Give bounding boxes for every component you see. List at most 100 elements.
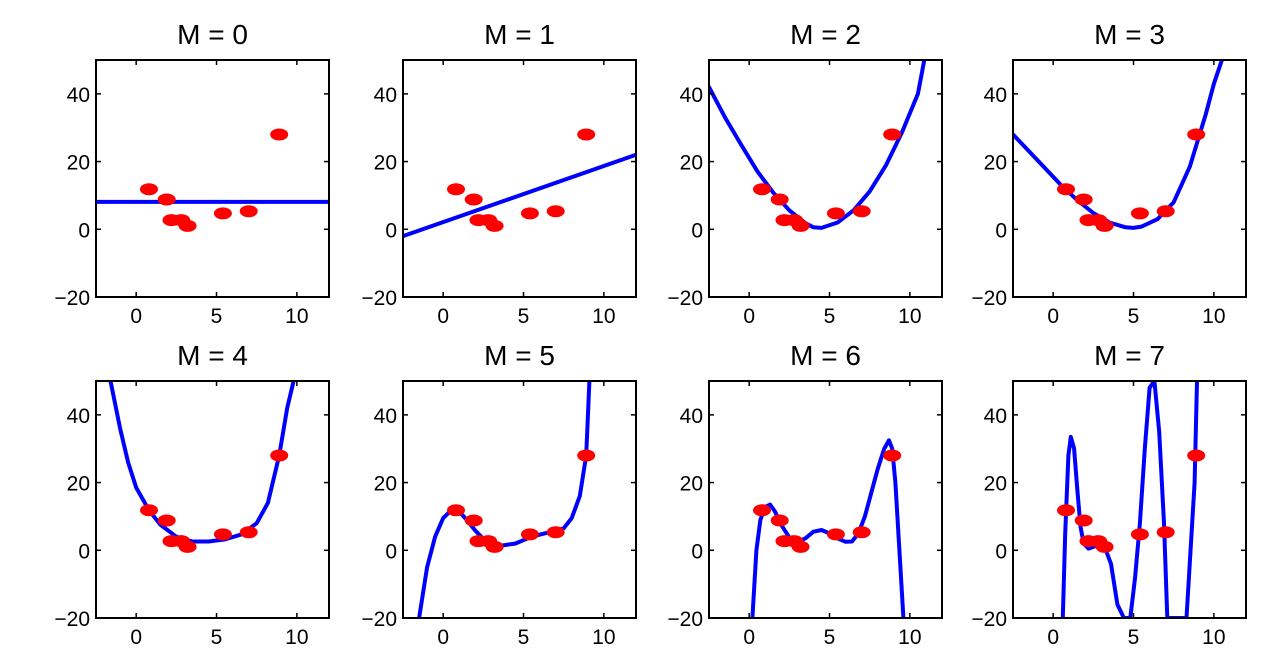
y-tick-label: 40 [984,84,1007,107]
panel-m3: M = 3 0 5 10 −20 0 20 40 [971,19,1247,328]
x-tick-label: 0 [130,305,142,328]
data-point [546,526,565,539]
y-tick-label: 20 [984,152,1007,175]
data-point [178,540,197,553]
data-point [1095,540,1114,553]
data-point [213,207,232,220]
y-tick-label: −20 [361,608,397,631]
y-tick-label: 0 [995,219,1007,242]
data-point [791,219,810,232]
fit-curve [1013,60,1224,230]
panel-m2: M = 2 0 5 10 −20 0 20 40 [667,19,943,328]
x-tick-label: 10 [1202,305,1225,328]
y-tick-label: 0 [995,540,1007,563]
y-tick-label: 0 [691,219,703,242]
y-tick-label: 20 [374,473,397,496]
data-point [852,205,871,218]
y-tick-label: −20 [971,287,1007,310]
data-point [1074,193,1093,206]
fit-curve [403,152,636,239]
x-tick-label: 5 [518,305,530,328]
fit-curve [108,381,296,544]
panel-m0: M = 0 0 5 10 −20 0 20 40 [54,19,330,328]
x-tick-label: 0 [130,626,142,649]
axes-box [708,380,943,619]
y-tick-label: 40 [680,405,703,428]
data-point [239,526,258,539]
data-point [1187,128,1206,141]
data-point [1130,528,1149,541]
y-tick-label: 40 [67,405,90,428]
data-point [770,514,789,527]
x-tick-label: 10 [1202,626,1225,649]
panel-title: M = 0 [177,19,248,50]
data-point [1057,504,1075,517]
y-tick-label: 0 [385,540,397,563]
fit-curve [417,381,592,618]
data-point [546,205,565,218]
panel-title: M = 7 [1094,340,1165,371]
y-tick-label: −20 [54,608,90,631]
x-tick-label: 5 [1128,626,1140,649]
data-point [770,193,789,206]
data-point [140,504,158,517]
y-tick-label: −20 [361,287,397,310]
data-point [1156,205,1175,218]
data-point [270,128,289,141]
axes-box [95,380,330,619]
data-point [1095,219,1114,232]
x-tick-label: 10 [592,305,615,328]
data-point [485,540,504,553]
y-tick-label: 40 [680,84,703,107]
data-point [520,528,539,541]
panel-m4: M = 4 0 5 10 −20 0 20 40 [54,340,330,649]
y-tick-label: −20 [667,287,703,310]
y-tick-label: 20 [374,152,397,175]
data-point [1074,514,1093,527]
data-point [157,514,176,527]
x-tick-label: 5 [824,626,836,649]
y-tick-label: 40 [374,405,397,428]
y-tick-label: 40 [984,405,1007,428]
data-point [753,183,771,196]
y-tick-label: 20 [67,152,90,175]
x-tick-label: 5 [211,305,223,328]
x-tick-label: 0 [1047,305,1059,328]
x-tick-label: 0 [437,626,449,649]
panel-title: M = 6 [790,340,861,371]
panel-title: M = 4 [177,340,248,371]
y-tick-label: 20 [680,473,703,496]
y-tick-label: −20 [54,287,90,310]
x-tick-label: 0 [437,305,449,328]
data-point [464,193,483,206]
axes-box [1012,380,1247,619]
y-tick-label: −20 [667,608,703,631]
x-tick-label: 10 [898,626,921,649]
data-point [883,128,902,141]
data-point [447,183,465,196]
data-point [178,219,197,232]
panel-m5: M = 5 0 5 10 −20 0 20 40 [361,340,637,649]
data-point [852,526,871,539]
panel-title: M = 5 [484,340,555,371]
axes-box [402,380,637,619]
data-point [826,207,845,220]
x-tick-label: 5 [211,626,223,649]
axes-box [708,59,943,298]
y-tick-label: 20 [984,473,1007,496]
data-point [270,449,289,462]
panel-title: M = 3 [1094,19,1165,50]
data-point [1057,183,1075,196]
data-point [791,540,810,553]
data-point [239,205,258,218]
y-tick-label: −20 [971,608,1007,631]
x-tick-label: 0 [1047,626,1059,649]
data-point [883,449,902,462]
x-tick-label: 10 [285,626,308,649]
data-point [157,193,176,206]
y-tick-label: 20 [67,473,90,496]
x-tick-label: 0 [743,305,755,328]
y-tick-label: 0 [78,219,90,242]
fit-curve [709,60,927,230]
y-tick-label: 40 [67,84,90,107]
